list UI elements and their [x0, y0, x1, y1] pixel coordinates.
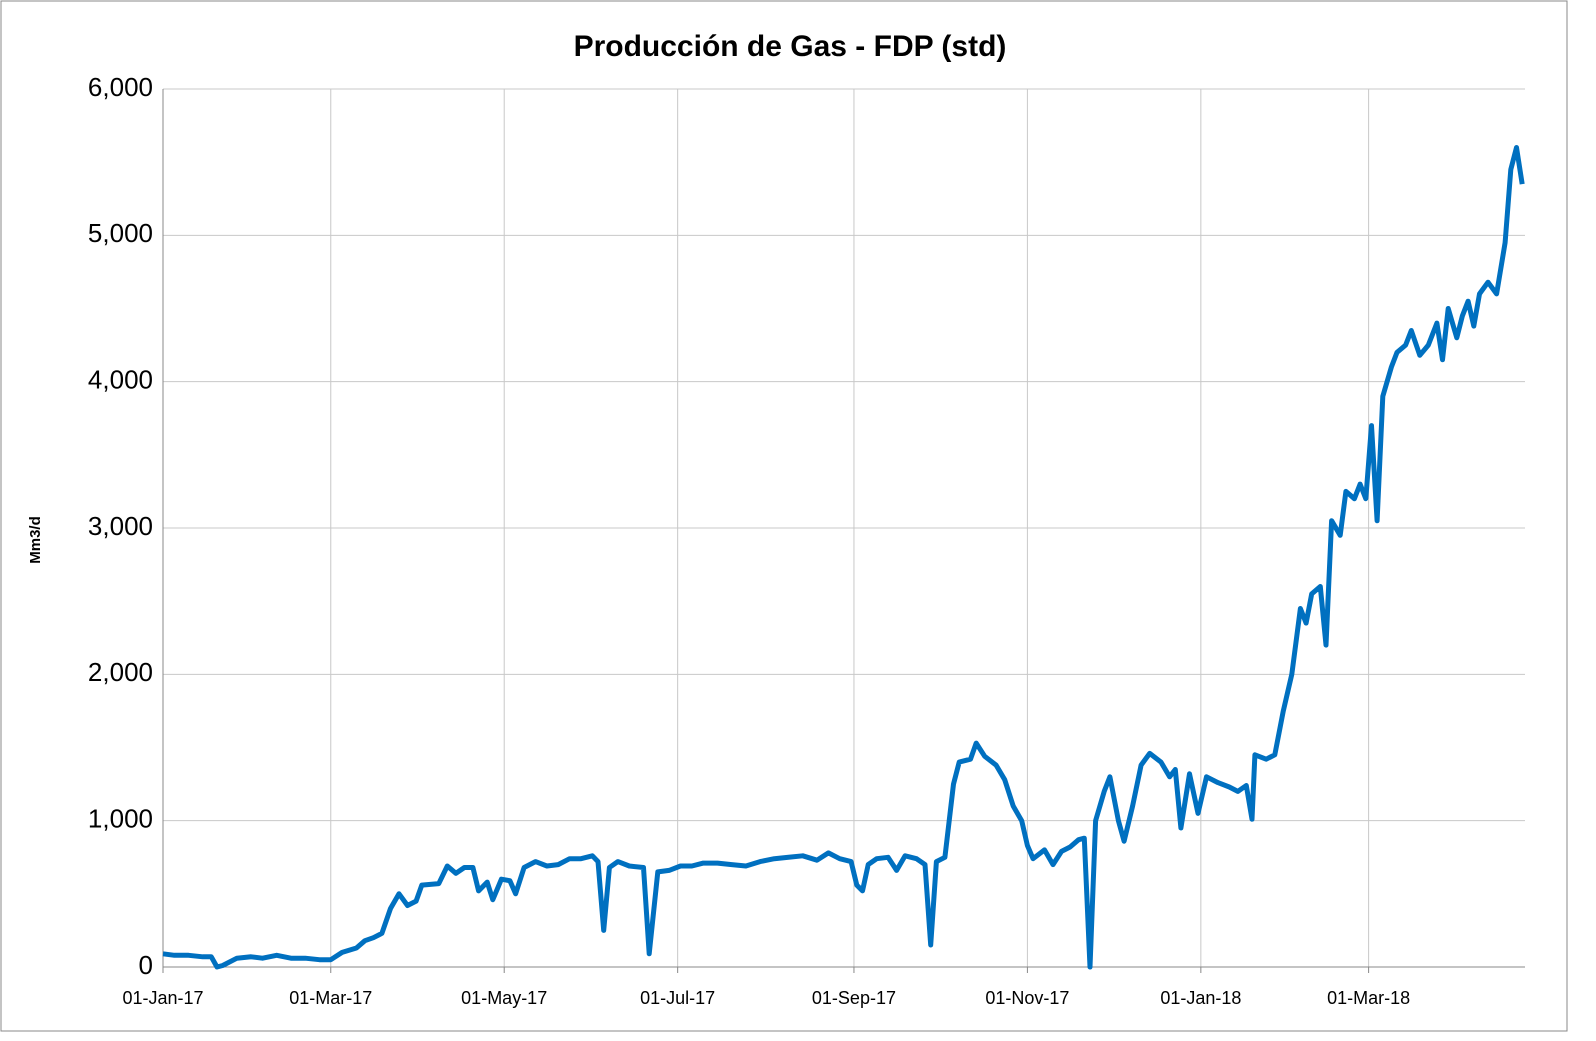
x-tick-label: 01-Jan-17	[122, 988, 203, 1008]
chart-border	[0, 0, 1568, 1032]
chart-title: Producción de Gas - FDP (std)	[574, 30, 1007, 63]
y-tick-label: 6,000	[88, 72, 153, 102]
x-tick-label: 01-Nov-17	[985, 988, 1069, 1008]
x-tick-label: 01-Mar-17	[289, 988, 372, 1008]
x-tick-label: 01-Jul-17	[640, 988, 715, 1008]
x-tick-label: 01-May-17	[461, 988, 547, 1008]
y-tick-label: 4,000	[88, 365, 153, 395]
y-axis-title: Mm3/d	[27, 516, 44, 564]
data-line	[162, 145, 1525, 970]
y-tick-label: 0	[139, 950, 153, 980]
y-tick-label: 1,000	[88, 804, 153, 834]
x-tick-label: 01-Jan-18	[1160, 988, 1241, 1008]
x-tick-label: 01-Mar-18	[1327, 988, 1410, 1008]
x-tick-label: 01-Sep-17	[812, 988, 896, 1008]
y-tick-label: 5,000	[88, 218, 153, 248]
y-tick-label: 3,000	[88, 511, 153, 541]
y-tick-label: 2,000	[88, 657, 153, 687]
